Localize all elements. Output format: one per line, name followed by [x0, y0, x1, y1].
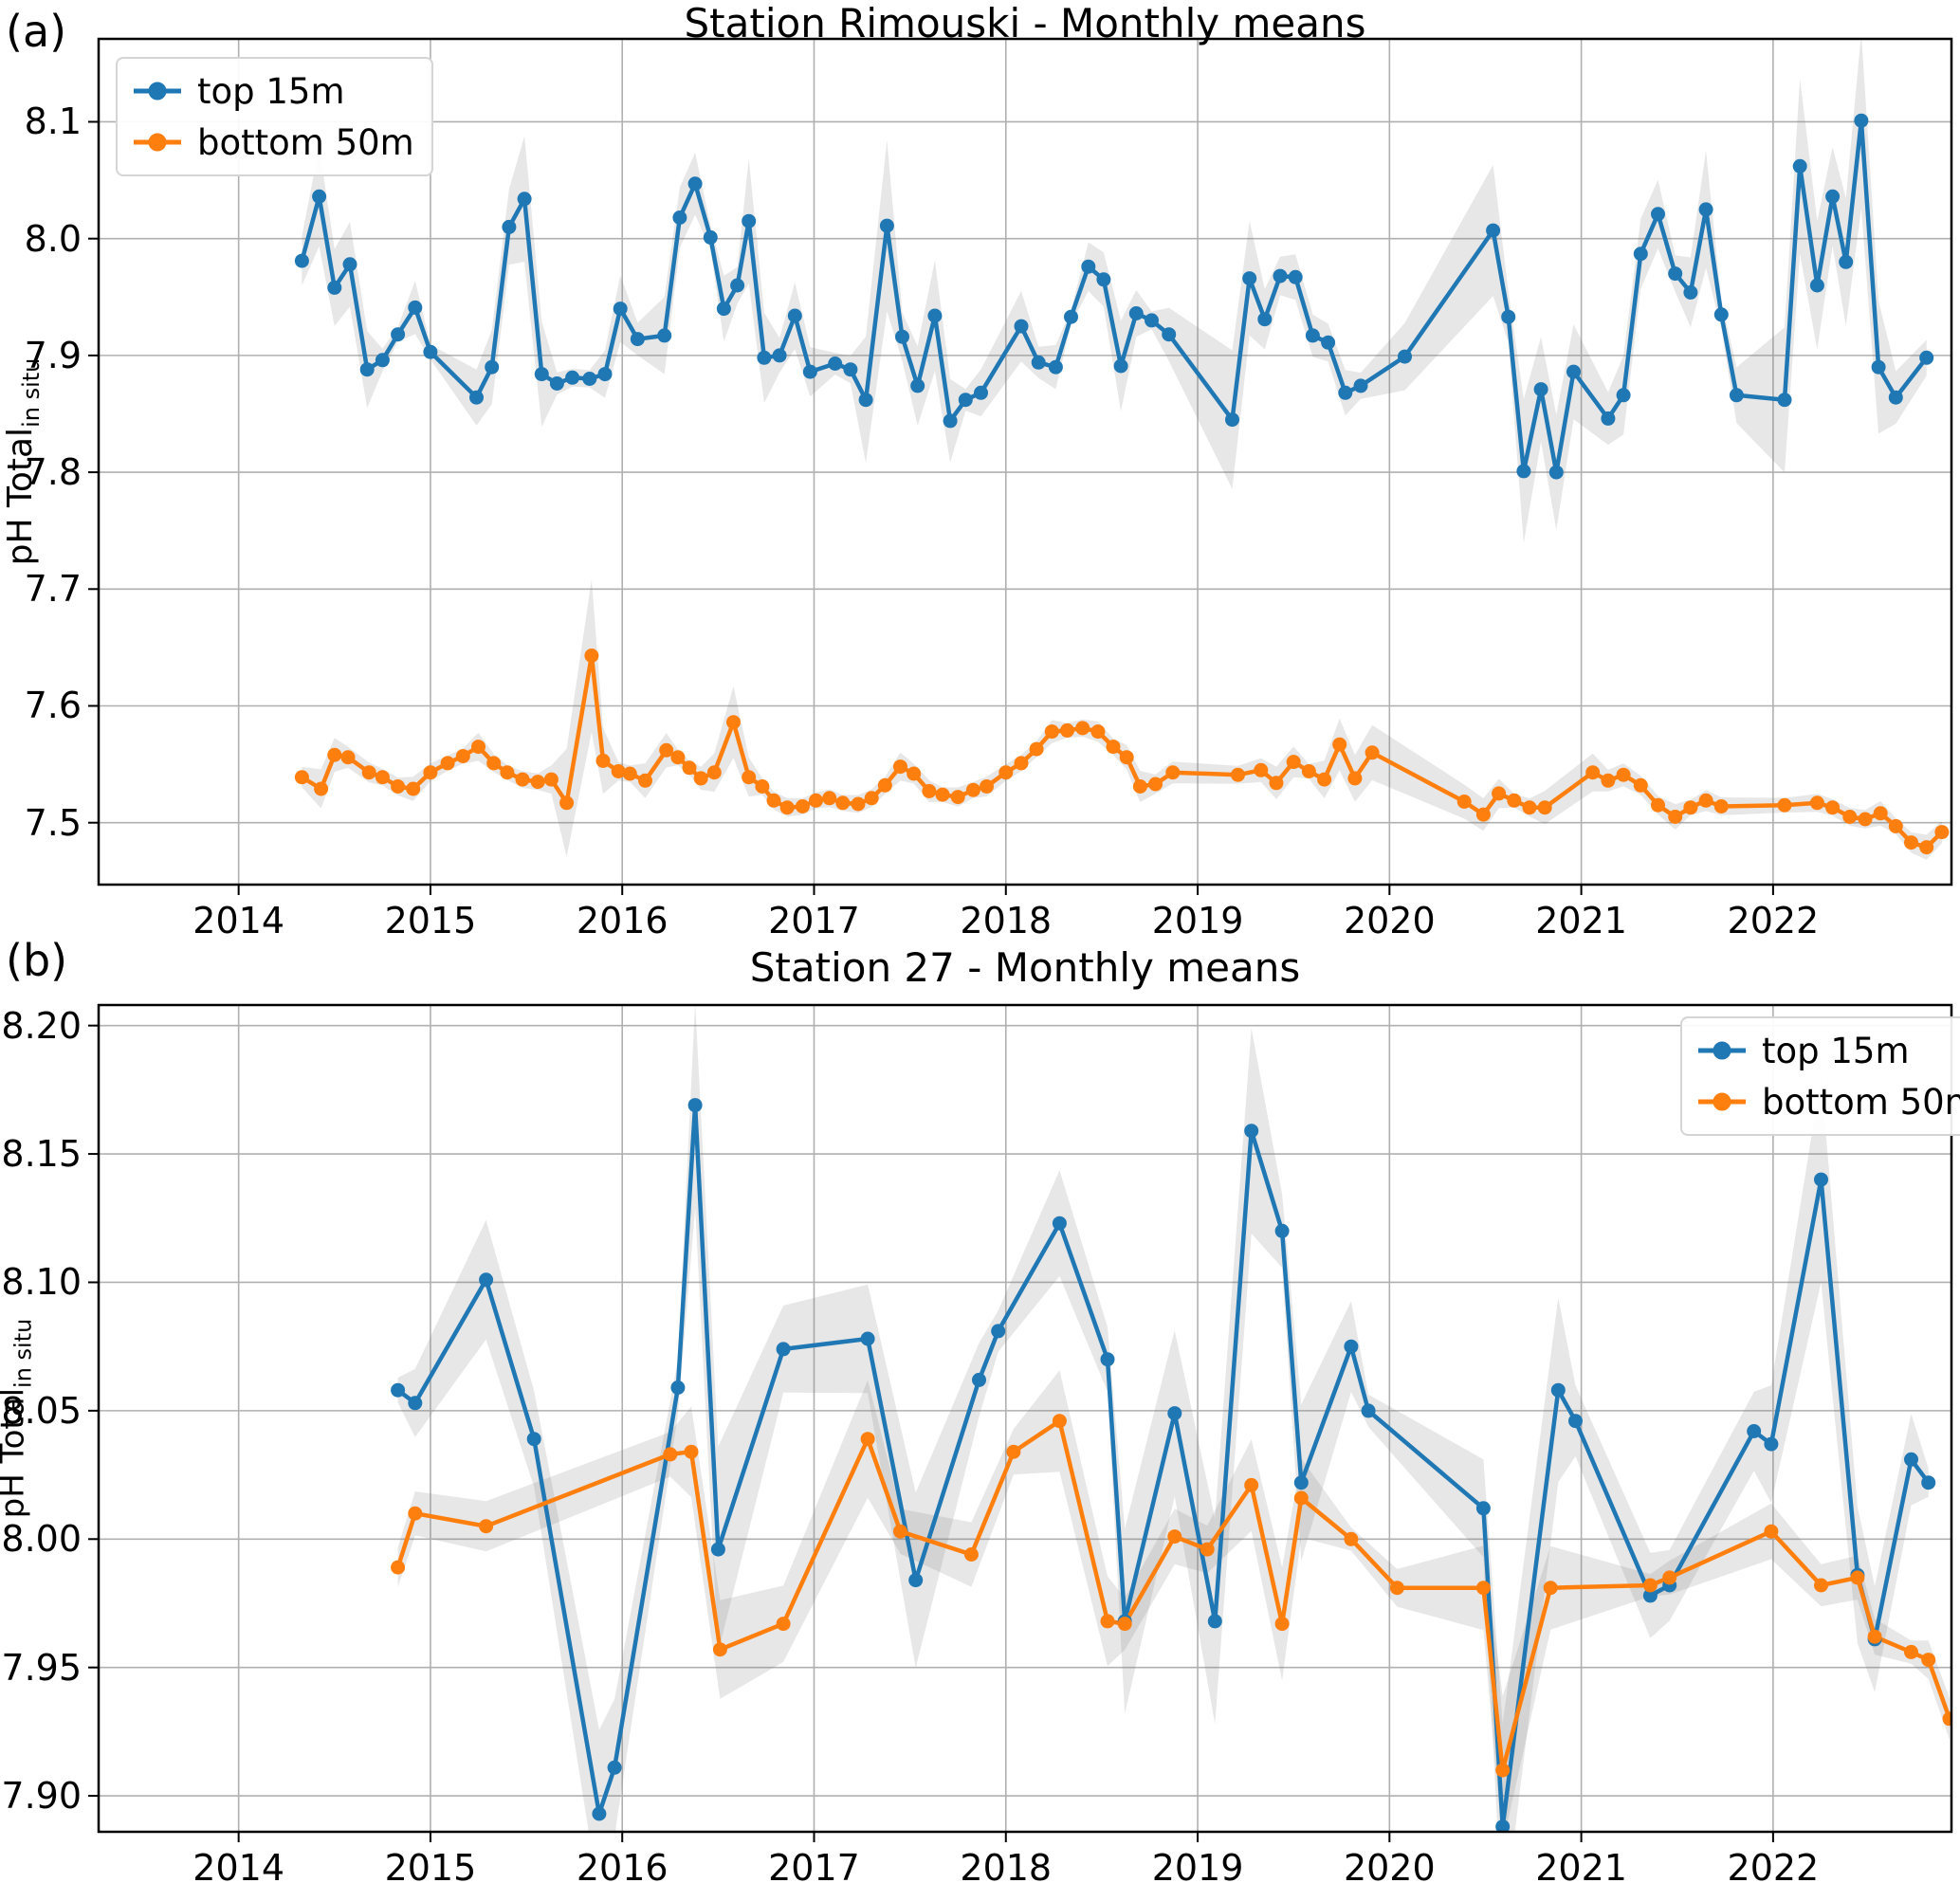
panel-a-plot-area: [88, 37, 1953, 895]
x-tick-2017: 2017: [768, 900, 860, 942]
legend-label-top15m: top 15m: [1762, 1030, 1910, 1071]
y-tick-7.8: 7.8: [24, 451, 82, 494]
x-tick-2021: 2021: [1535, 1847, 1627, 1883]
panel-b-plot-area: [88, 1003, 1953, 1842]
legend-row-bottom50m: bottom 50m: [131, 119, 414, 165]
x-tick-2018: 2018: [960, 900, 1053, 942]
y-tick-7.7: 7.7: [24, 568, 82, 611]
y-tick-7.90: 7.90: [1, 1775, 82, 1818]
y-tick-8.20: 8.20: [1, 1004, 82, 1047]
x-tick-2017: 2017: [768, 1847, 860, 1883]
x-tick-2022: 2022: [1727, 900, 1820, 942]
x-tick-2015: 2015: [384, 1847, 477, 1883]
legend-label-bottom50m: bottom 50m: [197, 121, 414, 163]
x-tick-2016: 2016: [576, 1847, 669, 1883]
x-tick-2020: 2020: [1343, 1847, 1436, 1883]
x-tick-2022: 2022: [1727, 1847, 1820, 1883]
panel-a-letter: (a): [6, 6, 67, 57]
y-tick-8.1: 8.1: [24, 101, 82, 143]
x-tick-2016: 2016: [576, 900, 669, 942]
y-tick-7.6: 7.6: [24, 685, 82, 727]
legend-row-top15m: top 15m: [1695, 1028, 1960, 1073]
x-tick-2019: 2019: [1151, 900, 1244, 942]
y-tick-8.0: 8.0: [24, 217, 82, 260]
legend-row-bottom50m: bottom 50m: [1695, 1079, 1960, 1124]
y-tick-7.5: 7.5: [24, 801, 82, 844]
x-tick-2019: 2019: [1151, 1847, 1244, 1883]
legend-row-top15m: top 15m: [131, 68, 414, 114]
x-tick-2018: 2018: [960, 1847, 1053, 1883]
y-tick-8.00: 8.00: [1, 1518, 82, 1561]
x-tick-2015: 2015: [384, 900, 477, 942]
legend-label-top15m: top 15m: [197, 70, 345, 112]
panel-b-ylabel-sub: in situ: [9, 1318, 37, 1388]
panel-b-letter: (b): [6, 935, 68, 986]
x-tick-2021: 2021: [1535, 900, 1627, 942]
x-tick-2014: 2014: [192, 900, 285, 942]
y-tick-7.9: 7.9: [24, 334, 82, 376]
legend-label-bottom50m: bottom 50m: [1762, 1081, 1960, 1123]
y-tick-7.95: 7.95: [1, 1646, 82, 1689]
y-tick-8.10: 8.10: [1, 1261, 82, 1304]
y-tick-8.15: 8.15: [1, 1133, 82, 1176]
bottom50m-line-marker-icon: [134, 133, 181, 152]
top15m-line-marker-icon: [1698, 1041, 1746, 1060]
x-tick-2020: 2020: [1343, 900, 1436, 942]
panel-a-ylabel-main: pH Total: [1, 427, 40, 566]
panel-b-title: Station 27 - Monthly means: [749, 944, 1301, 991]
bottom50m-line-marker-icon: [1698, 1092, 1746, 1111]
x-tick-2014: 2014: [192, 1847, 285, 1883]
top15m-line-marker-icon: [134, 82, 181, 101]
panel-a-legend: top 15m bottom 50m: [116, 57, 433, 176]
panel-b-legend: top 15m bottom 50m: [1680, 1016, 1960, 1136]
y-tick-8.05: 8.05: [1, 1389, 82, 1432]
